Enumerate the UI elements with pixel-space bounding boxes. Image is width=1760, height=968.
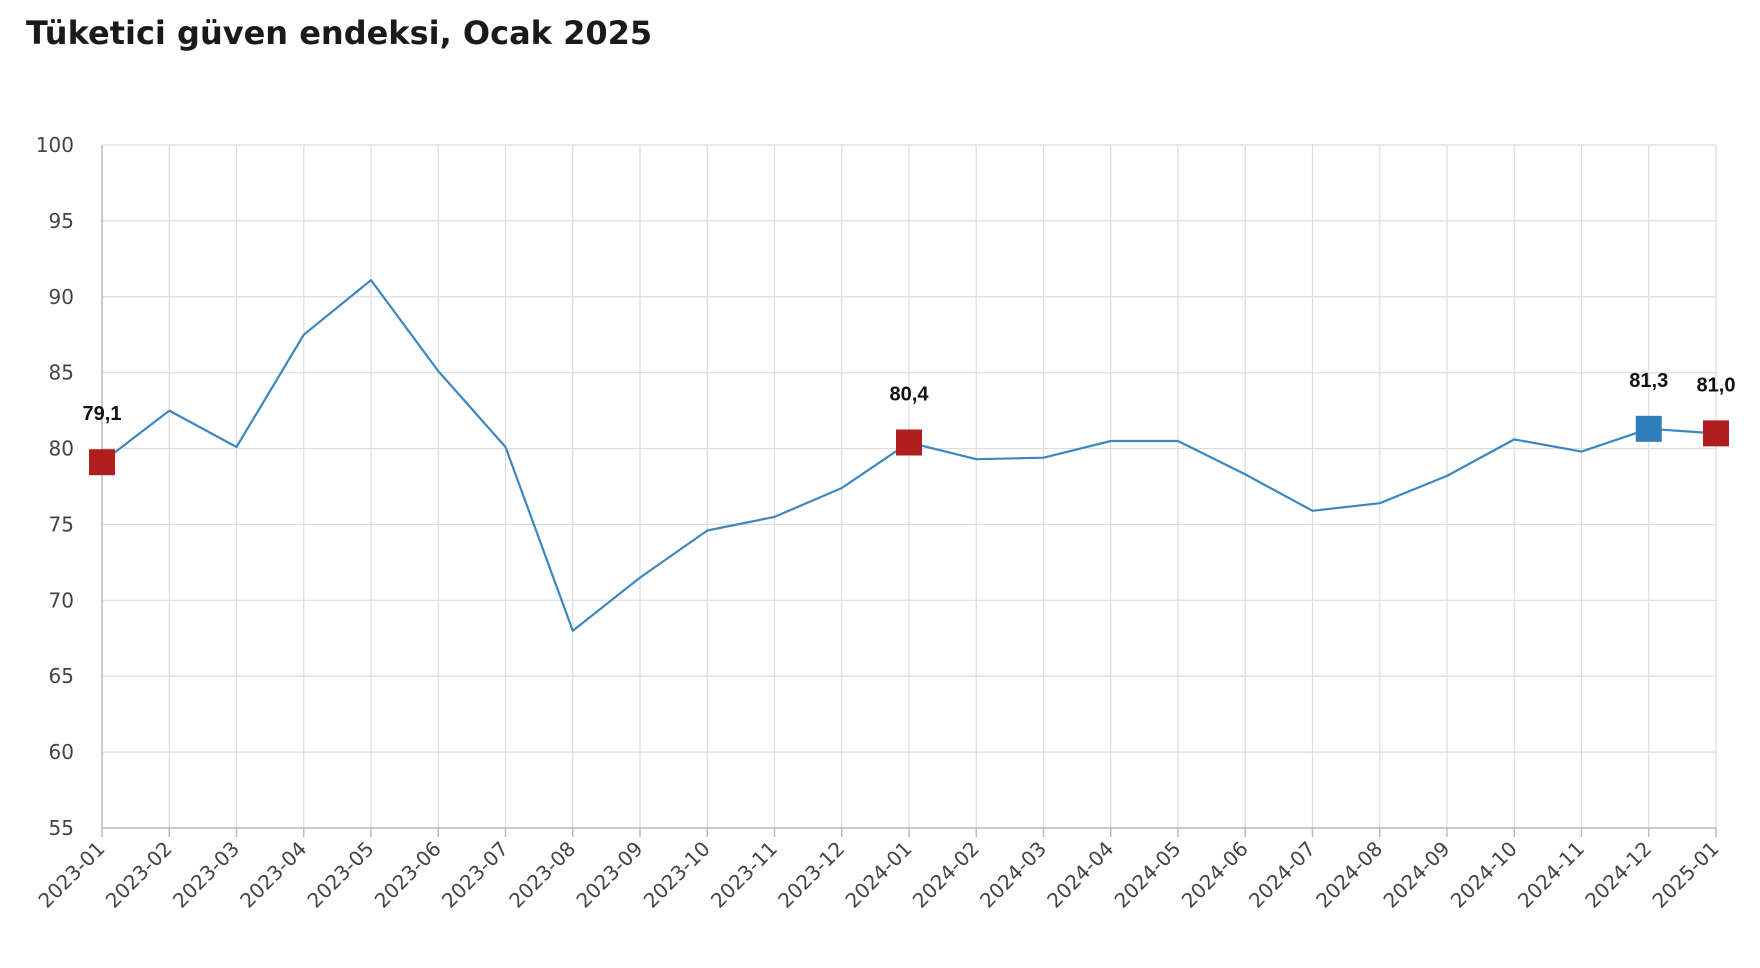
highlight-markers: [89, 415, 1729, 476]
highlight-marker: [896, 429, 922, 456]
data-label: 79,1: [83, 403, 122, 425]
x-tick-label: 2023-09: [571, 837, 647, 913]
data-labels: 79,1 80,4 81,3 81,0: [83, 370, 1736, 425]
y-tick-label: 65: [49, 664, 74, 688]
x-tick-label: 2024-09: [1378, 837, 1454, 913]
x-tick-label: 2023-08: [504, 837, 580, 913]
x-tick-label: 2023-11: [706, 837, 782, 913]
x-tick-label: 2024-12: [1580, 837, 1656, 913]
x-tick-label: 2023-12: [773, 837, 849, 913]
x-tick-label: 2023-04: [235, 837, 311, 913]
y-tick-label: 80: [49, 437, 74, 461]
data-label: 81,3: [1629, 370, 1668, 392]
x-tick-label: 2023-05: [302, 837, 378, 913]
y-tick-label: 100: [36, 133, 74, 157]
y-tick-label: 85: [49, 361, 74, 385]
grid-lines: [101, 144, 1717, 829]
y-tick-label: 55: [49, 816, 74, 840]
y-axis-ticks: 55 60 65 70 75 80 85 90 95 100: [36, 133, 74, 840]
x-tick-label: 2024-04: [1042, 837, 1118, 913]
x-tick-label: 2024-03: [975, 837, 1051, 913]
y-tick-label: 70: [49, 588, 74, 612]
axes: [101, 145, 1717, 837]
highlight-marker: [89, 449, 115, 476]
x-tick-label: 2023-10: [639, 837, 715, 913]
data-label: 81,0: [1697, 374, 1736, 396]
chart-title: Tüketici güven endeksi, Ocak 2025: [26, 14, 653, 52]
y-tick-label: 90: [49, 285, 74, 309]
x-tick-label: 2024-06: [1177, 837, 1253, 913]
x-tick-label: 2024-07: [1244, 837, 1320, 913]
x-tick-label: 2024-05: [1109, 837, 1185, 913]
x-tick-label: 2023-03: [168, 837, 244, 913]
x-tick-label: 2023-02: [101, 837, 177, 913]
x-tick-label: 2024-10: [1446, 837, 1522, 913]
x-tick-label: 2024-08: [1311, 837, 1387, 913]
y-tick-label: 75: [49, 512, 74, 536]
x-tick-label: 2023-07: [437, 837, 513, 913]
x-axis-ticks: 2023-012023-022023-032023-042023-052023-…: [33, 837, 1723, 913]
y-tick-label: 95: [49, 209, 74, 233]
highlight-marker: [1635, 415, 1662, 442]
x-tick-label: 2025-01: [1647, 837, 1723, 913]
x-tick-label: 2024-11: [1513, 837, 1589, 913]
x-tick-label: 2024-01: [840, 837, 916, 913]
x-tick-label: 2024-02: [908, 837, 984, 913]
x-tick-label: 2023-01: [33, 837, 109, 913]
y-tick-label: 60: [49, 740, 74, 764]
x-tick-label: 2023-06: [370, 837, 446, 913]
data-label: 80,4: [890, 383, 930, 405]
highlight-marker: [1703, 420, 1729, 447]
